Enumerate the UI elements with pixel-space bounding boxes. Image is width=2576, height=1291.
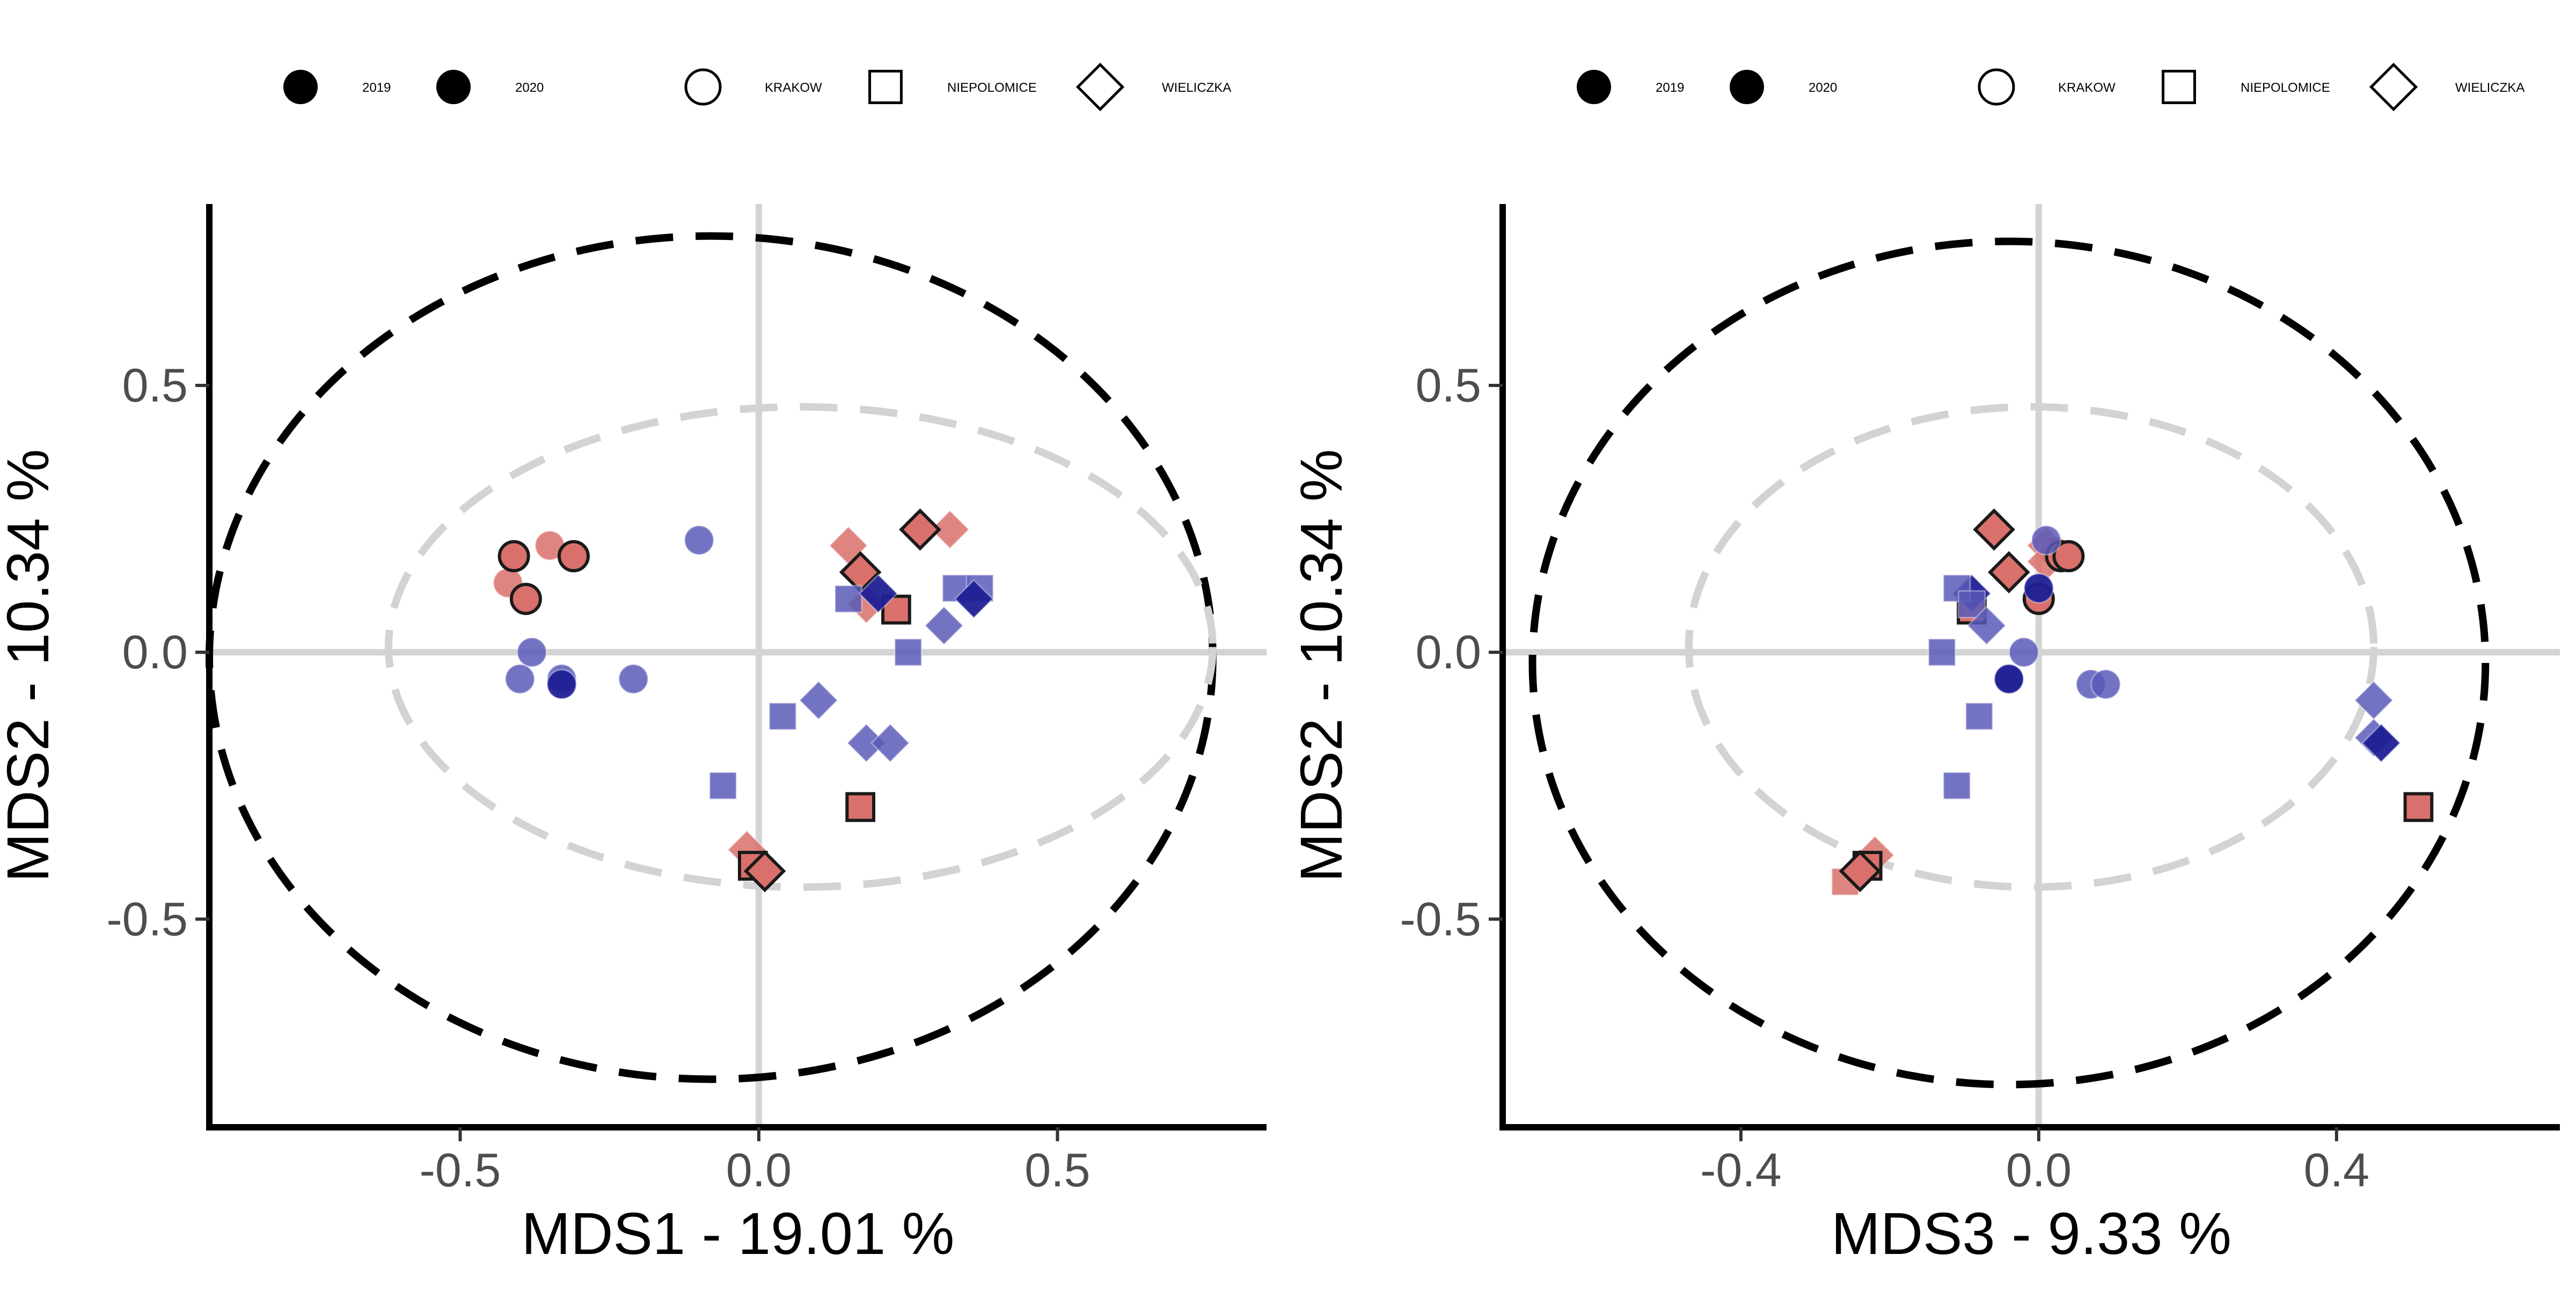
data-point-2020-square [894, 638, 923, 667]
series-2019 [1831, 508, 2434, 896]
data-point-2019-square [881, 594, 911, 625]
data-point-2020-circle [618, 663, 649, 695]
data-point-2020-circle [2031, 524, 2062, 556]
data-point-2019-diamond [930, 509, 970, 550]
confidence-ellipse-outer [1528, 237, 2490, 1089]
legend-year-2020-marker [436, 70, 471, 104]
x-tick-label: 0.0 [2006, 1143, 2072, 1197]
chart-mds1-mds2: 2019 2020 KRAKOW NIEPOLOMICE WIELICZKA -0.5 0.… [0, 62, 1267, 1267]
data-point-2020-diamond [2361, 723, 2402, 763]
legend-site-niepolomice-marker [2162, 70, 2196, 104]
legend-site-label: WIELICZKA [2455, 81, 2524, 95]
x-tick-label: 0.0 [726, 1143, 792, 1197]
data-point-2020-diamond [1966, 606, 2007, 646]
y-tick-label: -0.5 [1400, 892, 1481, 945]
x-tick-label: -0.5 [420, 1143, 501, 1197]
legend-year-2019-marker [1577, 70, 1611, 104]
legend-year-2019-marker [283, 70, 318, 104]
y-tick-label: -0.5 [106, 892, 188, 945]
legend-site-niepolomice-marker [868, 70, 903, 104]
data-point-2020-square [834, 585, 863, 614]
data-point-2019-square [845, 792, 876, 822]
legend-site-label: NIEPOLOMICE [947, 81, 1037, 95]
x-axis-title: MDS3 - 9.33 % [1831, 1201, 2231, 1267]
legend-site-krakow-marker [684, 68, 722, 106]
data-point-2020-circle [516, 637, 547, 668]
y-tick-label: 0.0 [1416, 625, 1481, 679]
data-point-2020-diamond [870, 723, 911, 763]
legend-year-label: 2020 [1809, 81, 1837, 95]
data-point-2019-diamond [1988, 551, 2030, 594]
data-point-2019-circle [2052, 540, 2085, 573]
legend-year-label: 2020 [515, 81, 544, 95]
confidence-ellipse-inner [384, 403, 1217, 891]
data-point-2020-diamond [858, 573, 898, 614]
data-point-2020-circle [684, 524, 715, 556]
y-axis-title: MDS2 - 10.34 % [1289, 449, 1355, 882]
data-point-2020-circle [2008, 637, 2039, 668]
data-point-2020-circle [2023, 573, 2054, 604]
data-point-2019-diamond [1973, 508, 2015, 551]
data-point-2020-circle [504, 663, 536, 695]
x-tick-label: 0.4 [2304, 1143, 2369, 1197]
data-point-2020-circle [1993, 663, 2024, 695]
series-2020 [1928, 524, 2402, 800]
data-point-2019-square [2403, 792, 2434, 822]
y-axis-title: MDS2 - 10.34 % [0, 449, 61, 882]
data-point-2019-circle [509, 582, 542, 615]
data-point-2020-circle [546, 669, 577, 700]
data-point-2020-diamond [924, 606, 964, 646]
data-point-2020-square [1942, 771, 1971, 800]
legend-year-2020-marker [1730, 70, 1764, 104]
x-tick-label: 0.5 [1024, 1143, 1090, 1197]
data-point-2019-diamond [899, 508, 941, 551]
data-point-2019-diamond [1839, 850, 1882, 893]
legend-year-label: 2019 [362, 81, 391, 95]
y-tick-label: 0.0 [122, 625, 188, 679]
x-axis-title: MDS1 - 19.01 % [521, 1201, 954, 1267]
series-2020 [504, 524, 994, 800]
data-point-2020-square [1928, 638, 1956, 667]
data-point-2020-circle [2090, 669, 2121, 700]
series-2019 [492, 508, 970, 893]
legend-site-wieliczka-marker [1075, 62, 1125, 112]
confidence-ellipse-outer [206, 232, 1217, 1083]
y-tick-label: 0.5 [122, 359, 188, 412]
legend: 2019 2020 KRAKOW NIEPOLOMICE WIELICZKA [283, 62, 1231, 112]
x-tick-label: -0.4 [1700, 1143, 1782, 1197]
data-point-2020-square [1965, 702, 1994, 731]
data-point-2019-circle [497, 540, 530, 573]
data-point-2020-square [708, 771, 737, 800]
data-point-2020-diamond [954, 579, 994, 619]
confidence-ellipse-inner [1685, 403, 2378, 891]
legend-site-label: WIELICZKA [1162, 81, 1231, 95]
data-point-2020-square [769, 702, 797, 731]
legend-year-label: 2019 [1656, 81, 1684, 95]
legend-site-label: NIEPOLOMICE [2241, 81, 2330, 95]
legend-site-label: KRAKOW [765, 81, 822, 95]
chart-mds3-mds2: 2019 2020 KRAKOW NIEPOLOMICE WIELICZKA -0.4 0.… [1289, 62, 2560, 1267]
legend-site-krakow-marker [1978, 68, 2015, 106]
y-tick-label: 0.5 [1416, 359, 1481, 412]
data-point-2019-circle [557, 540, 590, 573]
legend: 2019 2020 KRAKOW NIEPOLOMICE WIELICZKA [1577, 62, 2524, 112]
data-point-2019-diamond [743, 850, 786, 893]
legend-site-label: KRAKOW [2058, 81, 2116, 95]
data-point-2020-diamond [799, 680, 839, 720]
legend-site-wieliczka-marker [2369, 62, 2418, 112]
